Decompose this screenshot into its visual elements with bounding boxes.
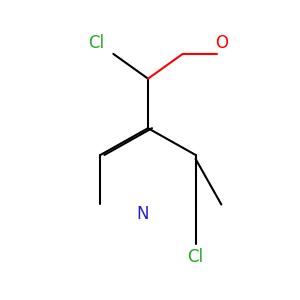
Text: N: N (137, 206, 149, 224)
Text: O: O (215, 34, 228, 52)
Text: Cl: Cl (88, 34, 105, 52)
Text: Cl: Cl (188, 248, 204, 266)
